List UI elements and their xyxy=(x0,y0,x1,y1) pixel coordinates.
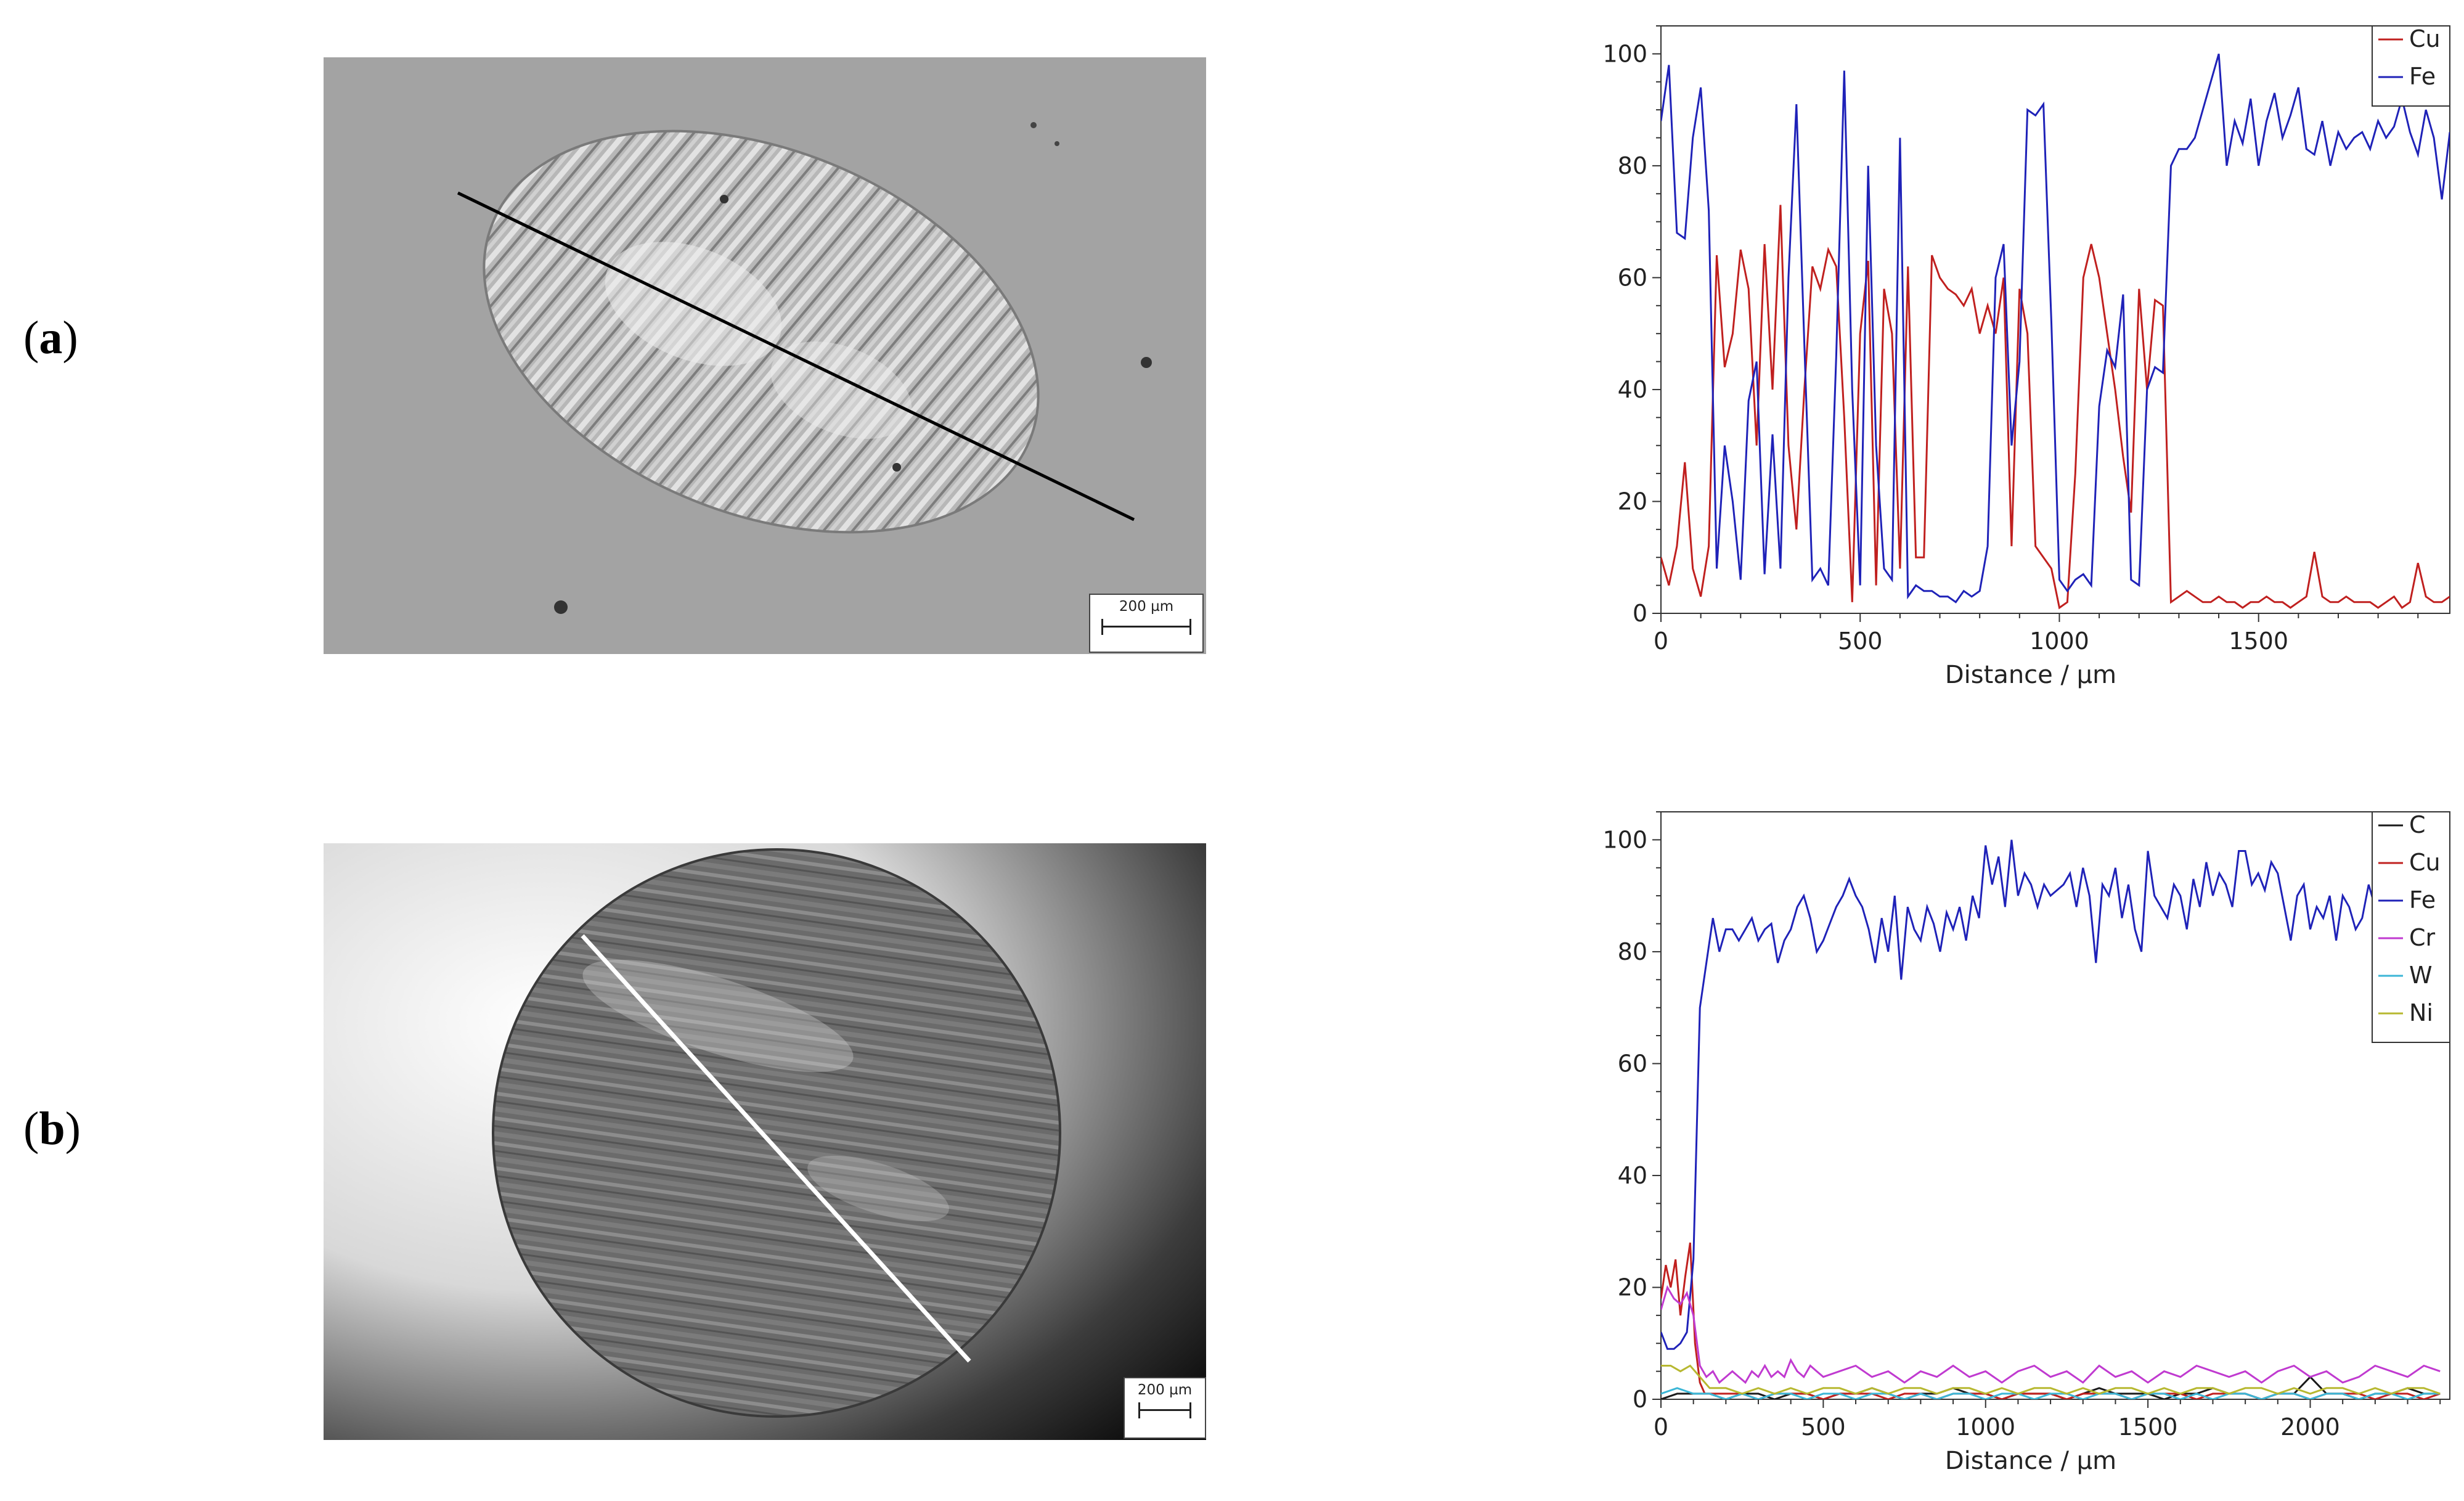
chart-b-y-tick-label: 40 xyxy=(1618,1162,1647,1189)
linescan-line-b xyxy=(581,934,971,1363)
chart-b: 0 20 40 60 80 100 0 500 1000 1500 2000 Distance / µ… xyxy=(1590,804,2453,1489)
micrograph-b-image xyxy=(324,843,1206,1440)
chart-a-x-tick-label: 1500 xyxy=(2229,628,2288,655)
chart-a-y-tick-label: 40 xyxy=(1618,376,1647,403)
chart-b-y-tick-label: 100 xyxy=(1602,826,1647,853)
chart-b-legend-label-c: C xyxy=(2409,811,2426,838)
micrograph-a: 200 µm xyxy=(324,57,1206,654)
chart-a-series-cu xyxy=(1661,205,2450,610)
chart-a-y-tick-label: 80 xyxy=(1618,152,1647,179)
chart-a-x-tick-label: 1000 xyxy=(2030,628,2089,655)
chart-b-x-tick-label: 1000 xyxy=(1956,1413,2015,1441)
linescan-line-a xyxy=(457,191,1135,521)
chart-a-legend-label-cu: Cu xyxy=(2409,25,2441,52)
scale-bar-b-text: 200 µm xyxy=(1137,1382,1193,1398)
chart-b-x-tick-label: 1500 xyxy=(2118,1413,2178,1441)
chart-b-legend-label-fe: Fe xyxy=(2409,886,2436,914)
chart-b-legend-label-cu: Cu xyxy=(2409,849,2441,876)
chart-a-plot-area xyxy=(1660,25,2450,614)
chart-b-x-axis-label: Distance / µm xyxy=(1945,1447,2116,1475)
chart-b-y-tick-label: 0 xyxy=(1633,1386,1647,1413)
chart-b-x-tick-label: 500 xyxy=(1801,1413,1846,1441)
panel-label-a-text: a xyxy=(39,312,63,364)
chart-b-x-tick-label: 2000 xyxy=(2280,1413,2340,1441)
chart-b-plot-area xyxy=(1660,811,2450,1400)
chart-a-x-tick-label: 500 xyxy=(1838,628,1883,655)
panel-label-b-text: b xyxy=(39,1103,65,1155)
chart-a-y-tick-label: 20 xyxy=(1618,488,1647,515)
chart-b-y-tick-label: 80 xyxy=(1618,938,1647,965)
chart-b-legend-label-w: W xyxy=(2409,962,2433,989)
scale-bar-b-line xyxy=(1138,1402,1191,1418)
chart-a-y-tick-label: 0 xyxy=(1633,600,1647,627)
chart-b-series-cr xyxy=(1661,1285,2441,1384)
chart-b-y-tick-label: 60 xyxy=(1618,1050,1647,1077)
micrograph-b: 200 µm xyxy=(324,843,1206,1440)
chart-b-legend-label-ni: Ni xyxy=(2409,999,2433,1026)
chart-b-x-tick-label: 0 xyxy=(1654,1413,1668,1441)
chart-a-y-tick-label: 100 xyxy=(1602,40,1647,67)
scale-bar-a-line xyxy=(1101,619,1191,635)
chart-b-series-w xyxy=(1661,1387,2441,1399)
chart-b-series-ni xyxy=(1661,1364,2441,1395)
chart-a-x-axis-label: Distance / µm xyxy=(1945,661,2116,689)
chart-a-legend-label-fe: Fe xyxy=(2409,63,2436,90)
chart-b-legend xyxy=(2372,811,2450,1043)
scale-bar-a: 200 µm xyxy=(1089,594,1204,653)
panel-label-a: (a) xyxy=(23,312,78,364)
scale-bar-a-text: 200 µm xyxy=(1119,599,1174,615)
chart-a-series-fe xyxy=(1661,53,2450,603)
chart-a-y-tick-label: 60 xyxy=(1618,264,1647,291)
chart-b-series-fe xyxy=(1661,840,2441,1350)
micrograph-a-image xyxy=(324,57,1206,654)
chart-b-legend-label-cr: Cr xyxy=(2409,924,2436,951)
panel-label-b: (b) xyxy=(23,1103,81,1155)
chart-b-y-tick-label: 20 xyxy=(1618,1274,1647,1301)
chart-a-x-tick-label: 0 xyxy=(1654,628,1668,655)
chart-a: 0 20 40 60 80 100 0 500 1000 1500 Distance / µm Cu F… xyxy=(1590,18,2453,703)
scale-bar-b: 200 µm xyxy=(1124,1377,1206,1439)
